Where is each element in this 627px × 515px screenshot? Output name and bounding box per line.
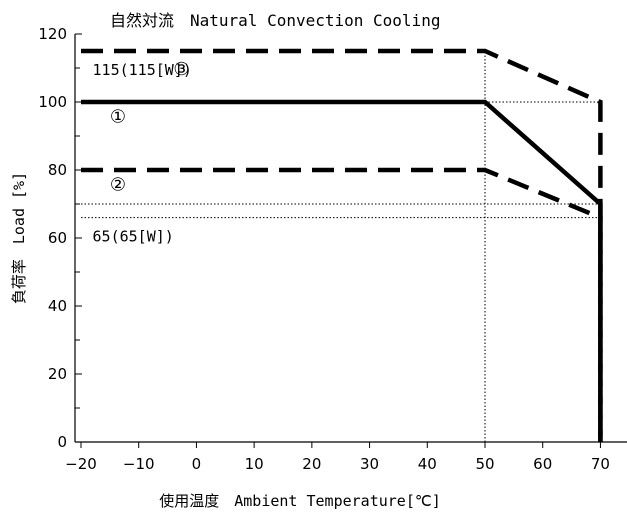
x-tick-label: 30 (360, 455, 379, 473)
y-axis-label: 負荷率 Load [%] (10, 172, 28, 304)
x-tick-label: 0 (192, 455, 202, 473)
x-tick-label: 60 (533, 455, 552, 473)
series-line-3 (81, 48, 603, 442)
annotation-1: 115(115[W]) (93, 61, 192, 79)
y-tick-label: 80 (48, 161, 67, 179)
y-tick-label: 120 (38, 25, 67, 43)
annotation-5: 65(65[W]) (93, 227, 174, 245)
chart-title: 自然対流 Natural Convection Cooling (110, 11, 440, 30)
annotation-2: ③ (173, 59, 189, 80)
y-tick-label: 40 (48, 297, 67, 315)
y-tick-label: 20 (48, 365, 67, 383)
x-tick-label: 50 (475, 455, 494, 473)
series-line-1 (81, 99, 603, 442)
x-tick-label: 10 (245, 455, 264, 473)
series-line-2 (81, 167, 603, 442)
annotation-4: ② (110, 174, 126, 195)
y-tick-label: 0 (57, 433, 67, 451)
y-tick-label: 60 (48, 229, 67, 247)
x-tick-label: −10 (123, 455, 155, 473)
x-tick-label: 20 (302, 455, 321, 473)
annotation-3: ① (110, 106, 126, 127)
y-tick-label: 100 (38, 93, 67, 111)
x-tick-label: 40 (418, 455, 437, 473)
x-tick-label: 70 (591, 455, 610, 473)
x-axis-label: 使用温度 Ambient Temperature[℃] (159, 492, 441, 510)
x-tick-label: −20 (65, 455, 97, 473)
